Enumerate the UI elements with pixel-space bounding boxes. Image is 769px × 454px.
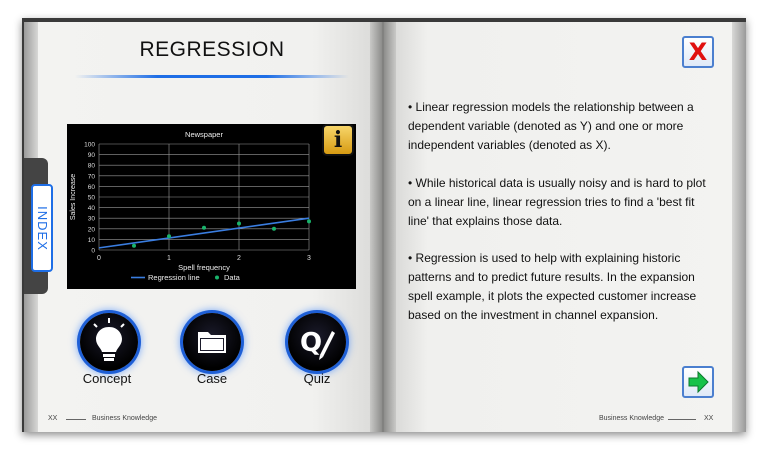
index-tab-label: INDEX bbox=[34, 205, 50, 251]
chart-x-tick-label: 3 bbox=[307, 255, 311, 262]
info-icon: i bbox=[333, 127, 343, 153]
chart-y-tick-label: 80 bbox=[88, 163, 96, 170]
chart-x-tick-label: 0 bbox=[97, 255, 101, 262]
page-title: REGRESSION bbox=[139, 38, 285, 61]
chart-y-tick-label: 30 bbox=[88, 216, 96, 223]
chart-y-axis-label: Sales Increase bbox=[70, 174, 77, 220]
concept-button[interactable] bbox=[80, 313, 138, 371]
chart-x-tick-label: 1 bbox=[167, 255, 171, 262]
paragraph-1: • Linear regression models the relations… bbox=[408, 100, 694, 152]
paragraph-3: • Regression is used to help with explai… bbox=[408, 251, 697, 322]
info-button[interactable]: i bbox=[322, 124, 354, 156]
folder-icon bbox=[198, 332, 226, 353]
concept-label: Concept bbox=[82, 371, 132, 386]
chart-svg: 0 10 20 30 40 50 60 70 80 90 100 0 1 2 3 Newspaper Spell… bbox=[70, 130, 311, 282]
left-footer-text: Business Knowledge bbox=[92, 415, 157, 422]
chart-y-tick-label: 60 bbox=[88, 184, 96, 191]
chart-y-tick-label: 90 bbox=[88, 152, 96, 159]
regression-chart: 0 10 20 30 40 50 60 70 80 90 100 0 1 2 3 Newspaper Spell… bbox=[67, 124, 356, 289]
chart-legend-line-label: Regression line bbox=[148, 273, 200, 282]
chart-data-point bbox=[237, 221, 241, 226]
left-footer-rule bbox=[66, 419, 86, 420]
chart-data-point bbox=[307, 219, 311, 224]
chart-y-tick-label: 0 bbox=[91, 248, 95, 255]
right-footer-rule bbox=[668, 419, 696, 420]
chart-y-tick-label: 50 bbox=[88, 195, 96, 202]
chart-y-tick-label: 40 bbox=[88, 205, 96, 212]
arrow-right-icon bbox=[688, 370, 709, 394]
right-page bbox=[386, 22, 732, 432]
index-tab[interactable]: INDEX bbox=[31, 184, 53, 272]
chart-data-point bbox=[132, 243, 136, 248]
chart-y-tick-label: 20 bbox=[88, 226, 96, 233]
title-underline bbox=[75, 75, 349, 78]
close-icon: X bbox=[688, 38, 708, 66]
case-button[interactable] bbox=[183, 313, 241, 371]
quiz-pen-icon: Q bbox=[300, 328, 335, 360]
chart-data-point bbox=[167, 234, 171, 239]
right-footer-page: XX bbox=[704, 415, 714, 422]
left-footer-page: XX bbox=[48, 415, 58, 422]
quiz-button[interactable]: Q bbox=[288, 313, 346, 371]
close-button[interactable]: X bbox=[682, 36, 714, 68]
chart-y-tick-label: 10 bbox=[88, 237, 96, 244]
next-button[interactable] bbox=[682, 366, 714, 398]
quiz-label: Quiz bbox=[303, 371, 331, 386]
lightbulb-icon bbox=[93, 318, 125, 361]
chart-legend-point-label: Data bbox=[224, 273, 241, 282]
right-footer-text: Business Knowledge bbox=[599, 415, 664, 422]
chart-x-tick-label: 2 bbox=[237, 255, 241, 262]
chart-legend-point-swatch bbox=[215, 275, 219, 280]
svg-text:Q: Q bbox=[300, 328, 322, 358]
case-label: Case bbox=[196, 371, 228, 386]
chart-title: Newspaper bbox=[185, 130, 223, 139]
chart-data-point bbox=[202, 225, 206, 230]
chart-y-tick-label: 100 bbox=[84, 142, 95, 149]
chart-x-axis-label: Spell frequency bbox=[178, 263, 230, 272]
book-spine bbox=[370, 22, 396, 432]
right-page-edge bbox=[732, 22, 746, 432]
chart-y-tick-label: 70 bbox=[88, 173, 96, 180]
chart-regression-line bbox=[98, 217, 310, 249]
chart-data-point bbox=[272, 226, 276, 231]
paragraph-2: • While historical data is usually noisy… bbox=[408, 176, 706, 228]
